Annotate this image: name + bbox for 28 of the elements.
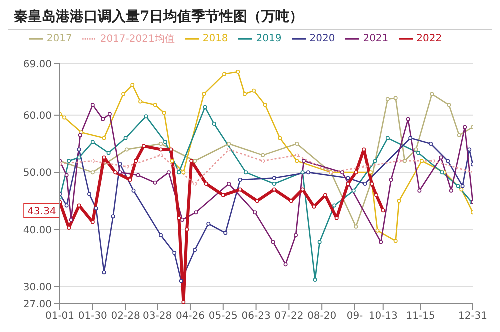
legend-label: 2017-2021均值 [100, 34, 175, 45]
legend-label: 2018 [202, 34, 228, 45]
x-tick-label: 10-13 [368, 311, 398, 322]
legend-label: 2022 [416, 34, 442, 45]
x-tick-label: 12-31 [458, 311, 488, 322]
chart-title: 秦皇岛港港口调入量7日均值季节性图（万吨） [14, 8, 304, 26]
x-tick-label: 03-28 [143, 311, 172, 322]
legend-label: 2020 [310, 34, 336, 45]
x-tick-label: 01-30 [78, 311, 108, 322]
y-tick-label: 30.00 [23, 282, 52, 294]
y-tick-label: 69.00 [23, 60, 52, 71]
y-tick-label: 50.00 [23, 168, 52, 180]
x-tick-label: 09- [346, 311, 364, 322]
x-tick-label: 07-22 [274, 311, 304, 322]
x-tick-label: 11-15 [406, 311, 436, 322]
x-tick-label: 05-25 [208, 311, 238, 322]
x-tick-label: 08-20 [308, 311, 337, 322]
y-tick-label: 40.00 [23, 225, 52, 236]
legend-label: 2021 [363, 34, 389, 45]
legend-label: 2019 [256, 34, 282, 45]
legend-label: 2017 [46, 34, 72, 45]
annotation: 43.34 [28, 206, 56, 218]
y-tick-label: 27.00 [23, 300, 52, 311]
x-tick-label: 06-23 [242, 311, 271, 322]
x-tick-label: 02-28 [111, 311, 140, 322]
y-tick-label: 60.00 [23, 110, 52, 122]
x-tick-label: 04-26 [176, 311, 206, 322]
x-tick-label: 01-01 [45, 311, 75, 322]
